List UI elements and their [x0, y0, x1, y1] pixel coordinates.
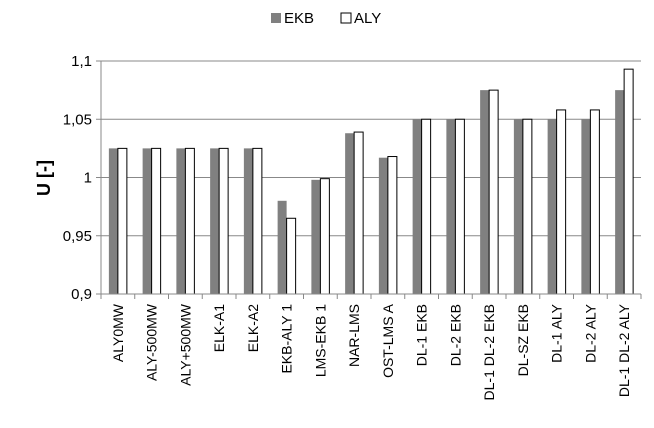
bar-aly	[319, 178, 330, 295]
bar-ekb	[345, 133, 355, 294]
x-tick-label: NAR-LMS	[346, 304, 362, 367]
bar-aly	[218, 147, 229, 295]
x-tick-label: DL-1 ALY	[549, 303, 565, 363]
bar-ekb	[311, 179, 321, 294]
legend-swatch-aly	[340, 12, 352, 24]
x-tick-label: ELK-A2	[245, 304, 261, 352]
bar-ekb	[378, 157, 388, 294]
bar-aly	[421, 118, 432, 295]
x-tick-label: DL-2 EKB	[447, 304, 463, 366]
bar-aly	[522, 118, 533, 295]
bar-ekb	[243, 148, 253, 294]
bar-aly	[387, 156, 398, 295]
x-tick-label: LMS-EKB 1	[312, 304, 328, 377]
bar-aly	[252, 147, 263, 295]
y-tick-label: 1	[84, 170, 92, 187]
bar-aly	[488, 89, 499, 295]
y-tick-label: 0,95	[63, 228, 92, 245]
legend-swatch-ekb	[271, 13, 281, 23]
bar-ekb	[142, 148, 152, 294]
bar-aly	[353, 131, 364, 295]
bar-aly	[556, 109, 567, 295]
bar-ekb	[513, 119, 523, 294]
bar-aly	[623, 68, 634, 295]
x-tick-label: ELK-A1	[211, 304, 227, 352]
bar-ekb	[277, 200, 287, 294]
bar-ekb	[547, 119, 557, 294]
bar-aly	[184, 147, 195, 295]
x-tick-label: DL-1 DL-2 EKB	[481, 304, 497, 400]
y-tick-label: 1,1	[71, 53, 92, 70]
bar-ekb	[615, 90, 625, 294]
x-tick-label: DL-SZ EKB	[515, 304, 531, 376]
y-tick-label: 1,05	[63, 111, 92, 128]
bar-ekb	[210, 148, 220, 294]
y-axis-title: U [-]	[34, 160, 54, 196]
bar-ekb	[412, 119, 422, 294]
x-tick-label: EKB-ALY 1	[279, 304, 295, 374]
bar-aly	[454, 118, 465, 295]
x-tick-label: DL-2 ALY	[582, 303, 598, 363]
x-tick-label: OST-LMS A	[380, 303, 396, 378]
bar-aly	[151, 147, 162, 295]
x-tick-label: ALY+500MW	[177, 303, 193, 386]
bar-ekb	[446, 119, 456, 294]
y-tick-label: 0,9	[71, 286, 92, 303]
bar-aly	[117, 147, 128, 295]
bar-aly	[286, 217, 297, 295]
legend-label-aly: ALY	[354, 10, 381, 27]
bar-ekb	[480, 90, 490, 294]
bar-aly	[589, 109, 600, 295]
bar-ekb	[581, 119, 591, 294]
x-tick-label: ALY0MW	[110, 303, 126, 362]
legend-label-ekb: EKB	[284, 10, 314, 27]
x-tick-label: ALY-500MW	[144, 303, 160, 381]
bar-ekb	[176, 148, 186, 294]
x-tick-label: DL-1 DL-2 ALY	[616, 303, 632, 397]
x-tick-label: DL-1 EKB	[414, 304, 430, 366]
bar-ekb	[108, 148, 118, 294]
